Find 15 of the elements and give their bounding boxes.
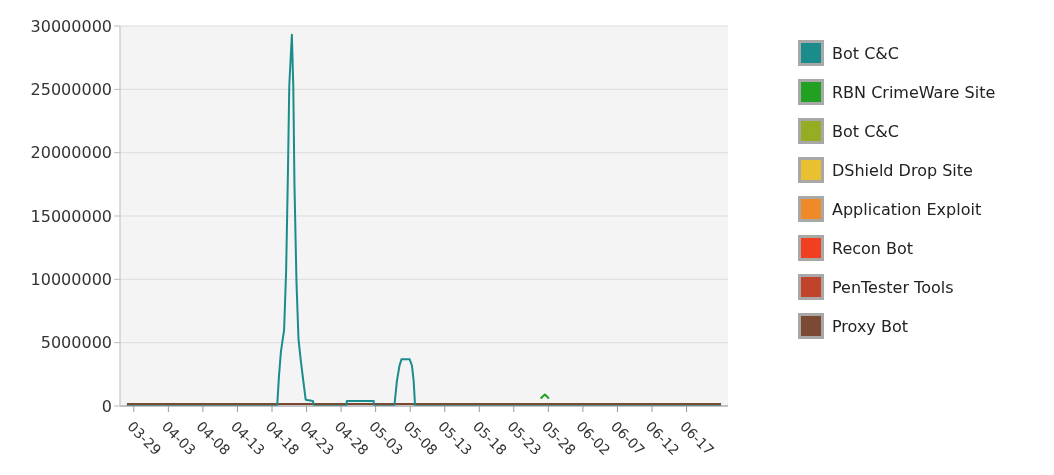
y-tick-label: 0: [101, 396, 112, 416]
legend-label: Application Exploit: [832, 199, 982, 219]
legend-label: RBN CrimeWare Site: [832, 82, 996, 102]
legend-label: PenTester Tools: [832, 277, 954, 297]
legend-label: Recon Bot: [832, 238, 914, 258]
y-tick-label: 10000000: [30, 270, 112, 290]
y-tick-label: 20000000: [30, 143, 112, 163]
y-tick-label: 5000000: [40, 333, 112, 353]
legend-label: Proxy Bot: [832, 316, 908, 336]
y-tick-label: 30000000: [30, 16, 112, 36]
legend-label: Bot C&C: [832, 43, 899, 63]
y-tick-label: 15000000: [30, 206, 112, 226]
legend-label: DShield Drop Site: [832, 160, 973, 180]
legend-label: Bot C&C: [832, 121, 899, 141]
y-tick-label: 25000000: [30, 80, 112, 100]
